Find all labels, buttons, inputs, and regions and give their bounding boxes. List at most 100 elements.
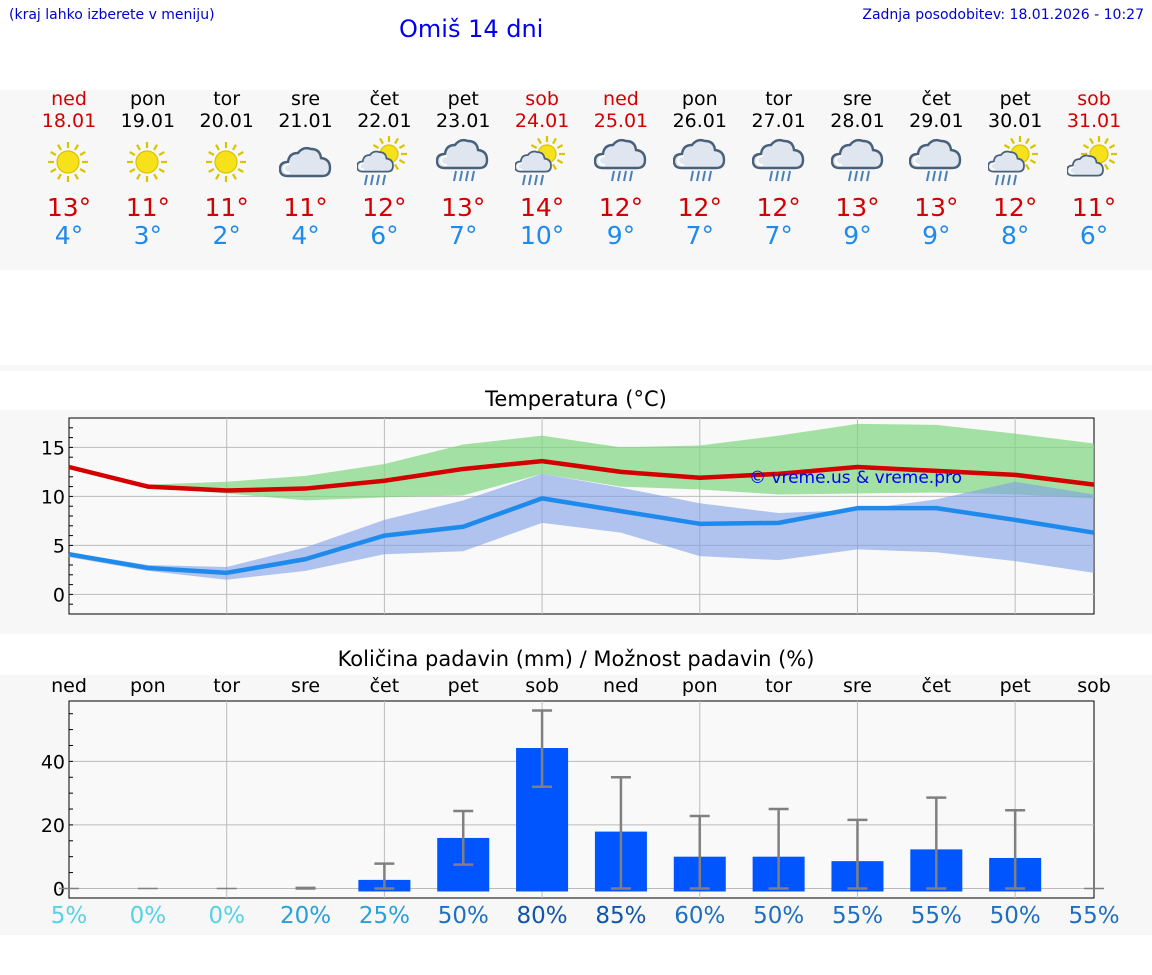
sun-cloud-rain-icon	[975, 132, 1055, 194]
max-temperature-range-band	[69, 423, 1094, 501]
min-temperature: 7°	[685, 221, 714, 250]
day-name: pon	[129, 88, 166, 110]
day-date: 24.01	[514, 110, 570, 132]
day-date: 28.01	[830, 110, 885, 132]
day-date: 22.01	[357, 110, 412, 132]
min-temperature: 7°	[764, 221, 793, 250]
sun-cloud-icon	[1054, 132, 1134, 194]
page-title: Omiš 14 dni	[399, 15, 544, 43]
temperature-chart-title: Temperatura (°C)	[485, 387, 667, 411]
max-temperature-line	[68, 458, 1095, 493]
min-temperature: 6°	[1079, 221, 1109, 250]
day-forecast: sre 21.01 11° 4°	[266, 88, 346, 250]
max-temperature: 13°	[835, 193, 880, 222]
precipitation-day-label: čet	[369, 675, 400, 697]
cloud-icon	[266, 132, 346, 194]
min-temperature: 9°	[843, 221, 872, 250]
day-forecast: ned 25.01 12° 9°	[581, 88, 661, 250]
day-forecast: sre 28.01 13° 9°	[818, 88, 898, 250]
day-name: tor	[213, 88, 241, 110]
min-temperature: 10°	[519, 221, 565, 250]
day-name: ned	[603, 88, 639, 110]
day-name: čet	[921, 88, 952, 110]
day-forecast: čet 29.01 13° 9°	[896, 88, 976, 250]
min-temperature: 6°	[370, 221, 399, 250]
day-date: 26.01	[672, 110, 727, 132]
max-temperature: 12°	[993, 193, 1038, 222]
precipitation-probability: 0%	[129, 903, 167, 929]
day-date: 30.01	[987, 110, 1043, 132]
day-forecast: tor 27.01 12° 7°	[739, 88, 819, 250]
max-temperature: 14°	[519, 193, 565, 222]
y-tick-label: 5	[53, 535, 65, 557]
min-temperature: 9°	[606, 221, 636, 250]
day-name: pet	[447, 88, 479, 110]
precipitation-chart-title: Količina padavin (mm) / Možnost padavin …	[337, 647, 815, 671]
precipitation-day-label: pon	[129, 675, 166, 697]
day-name: čet	[369, 88, 400, 110]
precipitation-probability: 55%	[1068, 903, 1120, 929]
precipitation-probability: 5%	[50, 903, 88, 929]
precipitation-probability: 0%	[208, 903, 245, 929]
day-date: 21.01	[278, 110, 333, 132]
cloud-rain-icon	[818, 132, 898, 194]
day-name: sre	[843, 88, 872, 110]
max-temperature: 11°	[125, 193, 170, 222]
precipitation-probability: 55%	[910, 903, 962, 929]
precipitation-day-label: pon	[681, 675, 718, 697]
watermark: © vreme.us & vreme.pro	[749, 468, 963, 488]
day-name: ned	[51, 88, 87, 110]
min-temperature: 8°	[1000, 221, 1030, 250]
precipitation-day-label: sre	[291, 675, 321, 697]
min-temperature: 4°	[54, 221, 84, 250]
precipitation-probability: 50%	[989, 903, 1041, 929]
max-temperature: 12°	[677, 193, 722, 222]
daily-forecast-panel	[0, 90, 1152, 270]
max-temperature: 12°	[756, 193, 801, 222]
max-temperature: 11°	[283, 193, 328, 222]
day-forecast: pon 19.01 11° 3°	[108, 88, 188, 250]
day-date: 25.01	[593, 110, 649, 132]
precipitation-probability: 25%	[358, 903, 410, 929]
precipitation-day-label: tor	[213, 675, 241, 697]
day-date: 29.01	[909, 110, 964, 132]
max-temperature: 13°	[46, 193, 92, 222]
day-forecast: ned 18.01 13° 4°	[29, 88, 109, 250]
y-tick-label: 20	[41, 815, 65, 837]
y-tick-label: 40	[41, 751, 65, 773]
day-name: sob	[1077, 88, 1111, 110]
y-tick-label: 15	[41, 437, 65, 459]
sun-cloud-rain-icon	[502, 132, 582, 194]
day-name: pet	[999, 88, 1031, 110]
day-date: 31.01	[1066, 110, 1122, 132]
day-name: sob	[525, 88, 559, 110]
precipitation-probability: 55%	[831, 903, 884, 929]
day-date: 19.01	[120, 110, 176, 132]
day-forecast: čet 22.01 12° 6°	[344, 88, 424, 250]
sun-icon	[29, 132, 109, 194]
min-temperature: 4°	[291, 221, 320, 250]
day-name: pon	[681, 88, 718, 110]
precipitation-probability: 85%	[595, 903, 647, 929]
min-temperature: 2°	[212, 221, 241, 250]
cloud-rain-icon	[423, 132, 503, 194]
day-forecast: pon 26.01 12° 7°	[660, 88, 740, 250]
cloud-rain-icon	[581, 132, 661, 194]
precipitation-probability: 80%	[516, 903, 568, 929]
sun-cloud-rain-icon	[344, 132, 424, 194]
max-temperature: 11°	[1071, 193, 1117, 222]
day-date: 20.01	[199, 110, 254, 132]
precipitation-day-label: sob	[1077, 675, 1111, 697]
cloud-rain-icon	[739, 132, 819, 194]
max-temperature: 12°	[362, 193, 407, 222]
precipitation-day-label: ned	[51, 675, 87, 697]
min-temperature: 3°	[133, 221, 163, 250]
precipitation-probability: 50%	[437, 903, 489, 929]
precipitation-probability: 20%	[279, 903, 332, 929]
cloud-rain-icon	[660, 132, 740, 194]
day-forecast: sob 31.01 11° 6°	[1054, 88, 1134, 250]
last-updated: Zadnja posodobitev: 18.01.2026 - 10:27	[862, 7, 1144, 23]
precipitation-day-label: ned	[603, 675, 639, 697]
max-temperature: 12°	[598, 193, 644, 222]
temperature-chart: 0 5 10 15	[41, 417, 1095, 615]
